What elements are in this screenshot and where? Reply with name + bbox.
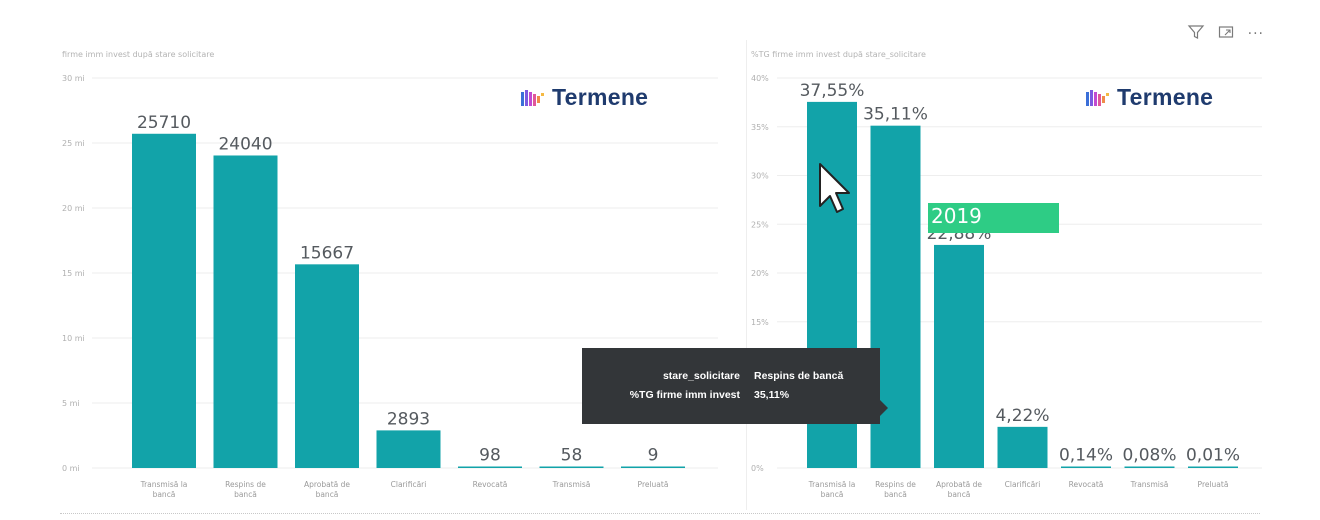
x-tick-label: Clarificări: [391, 480, 427, 489]
right-chart-title: %TG firme imm invest după stare_solicita…: [751, 50, 926, 59]
data-label: 0,08%: [1122, 446, 1176, 466]
bar: [621, 466, 685, 468]
bar: [458, 466, 522, 468]
y-tick-label: 30%: [751, 172, 769, 181]
y-tick-label: 0%: [751, 464, 764, 473]
focus-mode-icon[interactable]: [1218, 24, 1234, 44]
mouse-cursor-icon: [819, 163, 850, 213]
tooltip-key: stare_solicitare: [662, 370, 740, 382]
data-label: 24040: [218, 134, 272, 154]
bar: [295, 264, 359, 468]
y-tick-label: 0 mi: [62, 464, 80, 473]
bar: [1188, 466, 1238, 468]
x-tick-label: Transmisă la bancă: [140, 480, 188, 499]
x-tick-label: Respins de bancă: [225, 480, 266, 499]
termene-logo-text: Termene: [1117, 84, 1214, 110]
y-tick-label: 15%: [751, 318, 769, 327]
bar: [539, 466, 604, 468]
data-label: 35,11%: [863, 105, 928, 125]
bar: [376, 430, 441, 468]
x-tick-label: Revocată: [473, 480, 508, 489]
y-tick-label: 25%: [751, 220, 769, 229]
x-tick-label: Preluată: [1198, 480, 1229, 489]
right-bar-chart: 0% 15% 20% 25% 30% 35% 40% 37,55% Transmisă la ba…: [751, 74, 1262, 499]
right-chart-panel: %TG firme imm invest după stare_solicita…: [746, 40, 1267, 510]
bottom-divider: [60, 513, 1260, 514]
data-label: 9: [648, 446, 659, 466]
y-tick-label: 15 mi: [62, 269, 85, 278]
termene-logo-icon: [1086, 89, 1109, 106]
x-tick-label: Transmisă: [552, 480, 591, 489]
data-label: 2893: [387, 409, 430, 429]
data-label: 37,55%: [800, 81, 865, 101]
termene-logo: Termene: [520, 84, 648, 111]
y-tick-label: 10 mi: [62, 334, 85, 343]
data-label: 15667: [300, 243, 354, 263]
bar: [1061, 466, 1111, 468]
x-tick-label: Aprobată de bancă: [304, 480, 350, 499]
chart-tooltip: stare_solicitare Respins de bancă %TG fi…: [582, 348, 880, 424]
y-tick-label: 40%: [751, 74, 769, 83]
x-tick-label: Aprobată de bancă: [936, 480, 982, 499]
more-options-icon[interactable]: ···: [1247, 26, 1264, 42]
data-label: 0,01%: [1186, 446, 1240, 466]
tooltip-key: %TG firme imm invest: [629, 389, 740, 401]
left-chart-title: firme imm invest după stare solicitare: [62, 50, 215, 59]
left-chart-panel: firme imm invest după stare solicitare T…: [58, 40, 730, 510]
x-tick-label: Respins de bancă: [875, 480, 916, 499]
data-label: 98: [479, 446, 501, 466]
x-tick-label: Clarificări: [1005, 480, 1041, 489]
x-tick-label: Revocată: [1069, 480, 1104, 489]
bar: [997, 426, 1048, 468]
termene-logo: Termene: [1085, 84, 1213, 111]
visual-toolbar: ···: [1187, 24, 1264, 44]
filter-icon[interactable]: [1187, 24, 1204, 44]
bar: [1124, 466, 1175, 468]
tooltip-value: Respins de bancă: [754, 370, 844, 382]
bar: [132, 133, 196, 468]
x-tick-label: Preluată: [638, 480, 669, 489]
x-tick-label: Transmisă la bancă: [808, 480, 856, 499]
bar: [213, 155, 278, 468]
y-tick-label: 20%: [751, 269, 769, 278]
data-label: 4,22%: [995, 406, 1049, 426]
y-tick-label: 5 mi: [62, 399, 80, 408]
x-tick-label: Transmisă: [1130, 480, 1169, 489]
y-tick-label: 30 mi: [62, 74, 85, 83]
year-tag: 2019: [928, 203, 1059, 233]
data-label: 58: [561, 446, 583, 466]
y-tick-label: 35%: [751, 123, 769, 132]
tooltip-value: 35,11%: [754, 389, 790, 401]
left-bar-chart: 0 mi 5 mi 10 mi 15 mi 20 mi 25 mi 30 mi 25710 Tr…: [62, 74, 718, 499]
termene-logo-text: Termene: [552, 84, 649, 110]
y-tick-label: 20 mi: [62, 204, 85, 213]
termene-logo-icon: [521, 89, 544, 106]
data-label: 25710: [137, 113, 191, 133]
data-label: 0,14%: [1059, 446, 1113, 466]
bar: [934, 244, 984, 468]
y-tick-label: 25 mi: [62, 139, 85, 148]
tooltip-pointer: [880, 400, 888, 416]
